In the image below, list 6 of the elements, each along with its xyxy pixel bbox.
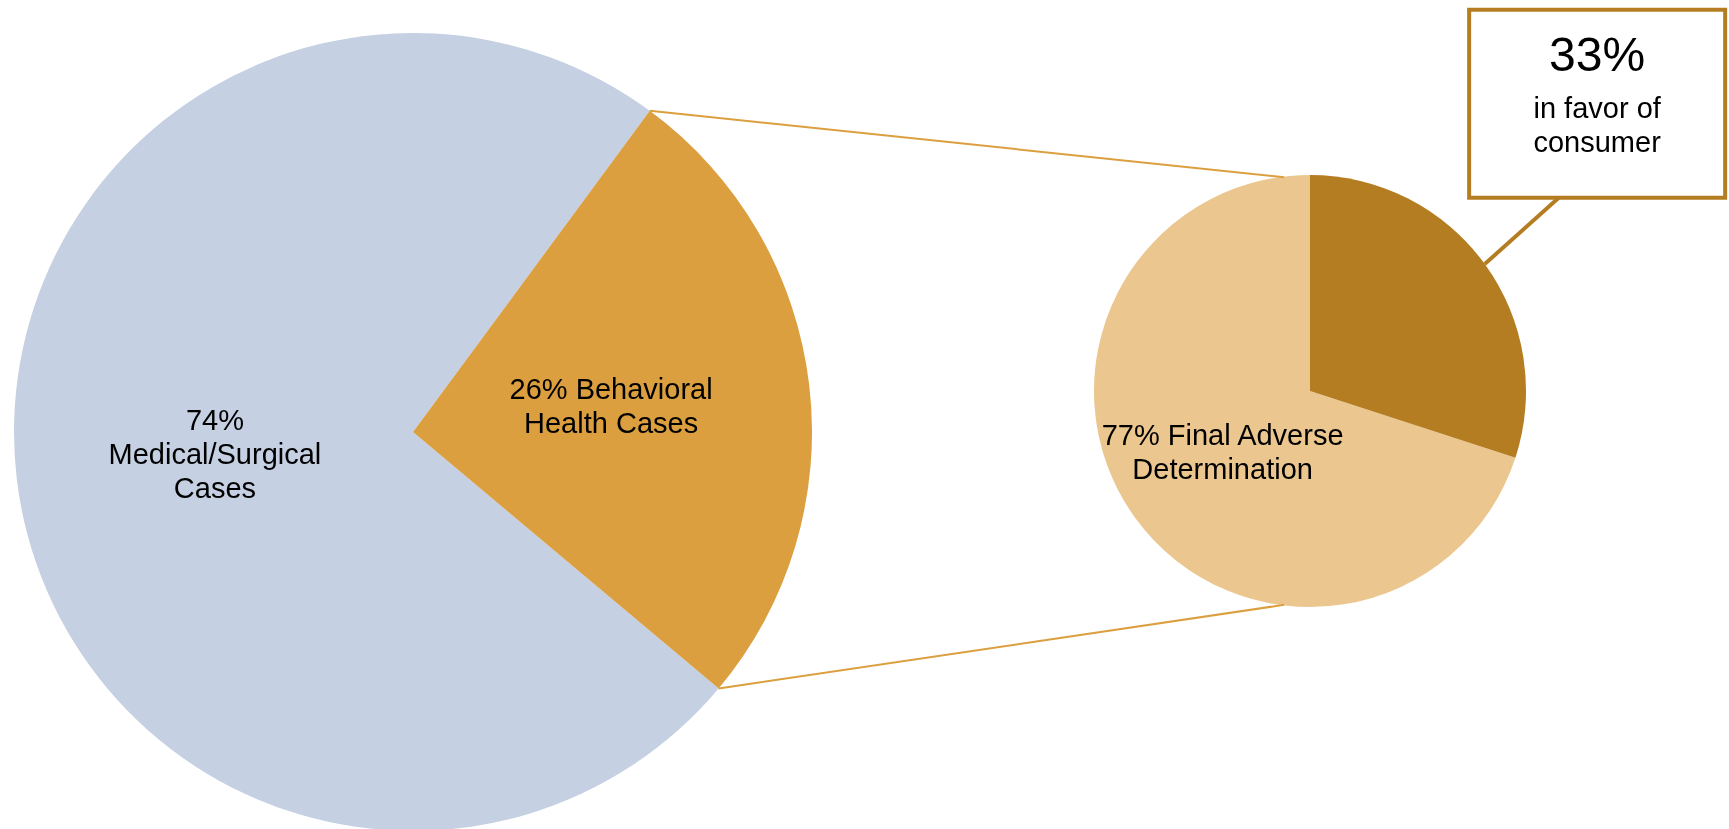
slice-label: Medical/Surgical Cases: [108, 437, 322, 504]
slice-label: in favor of consumer: [1533, 91, 1662, 158]
slice-label: 77% Final Adverse Determination: [1101, 419, 1344, 486]
data-label: 74%: [185, 403, 244, 436]
slice-label: 26% Behavioral Health Cases: [509, 373, 713, 440]
data-label: 33%: [1549, 28, 1646, 82]
